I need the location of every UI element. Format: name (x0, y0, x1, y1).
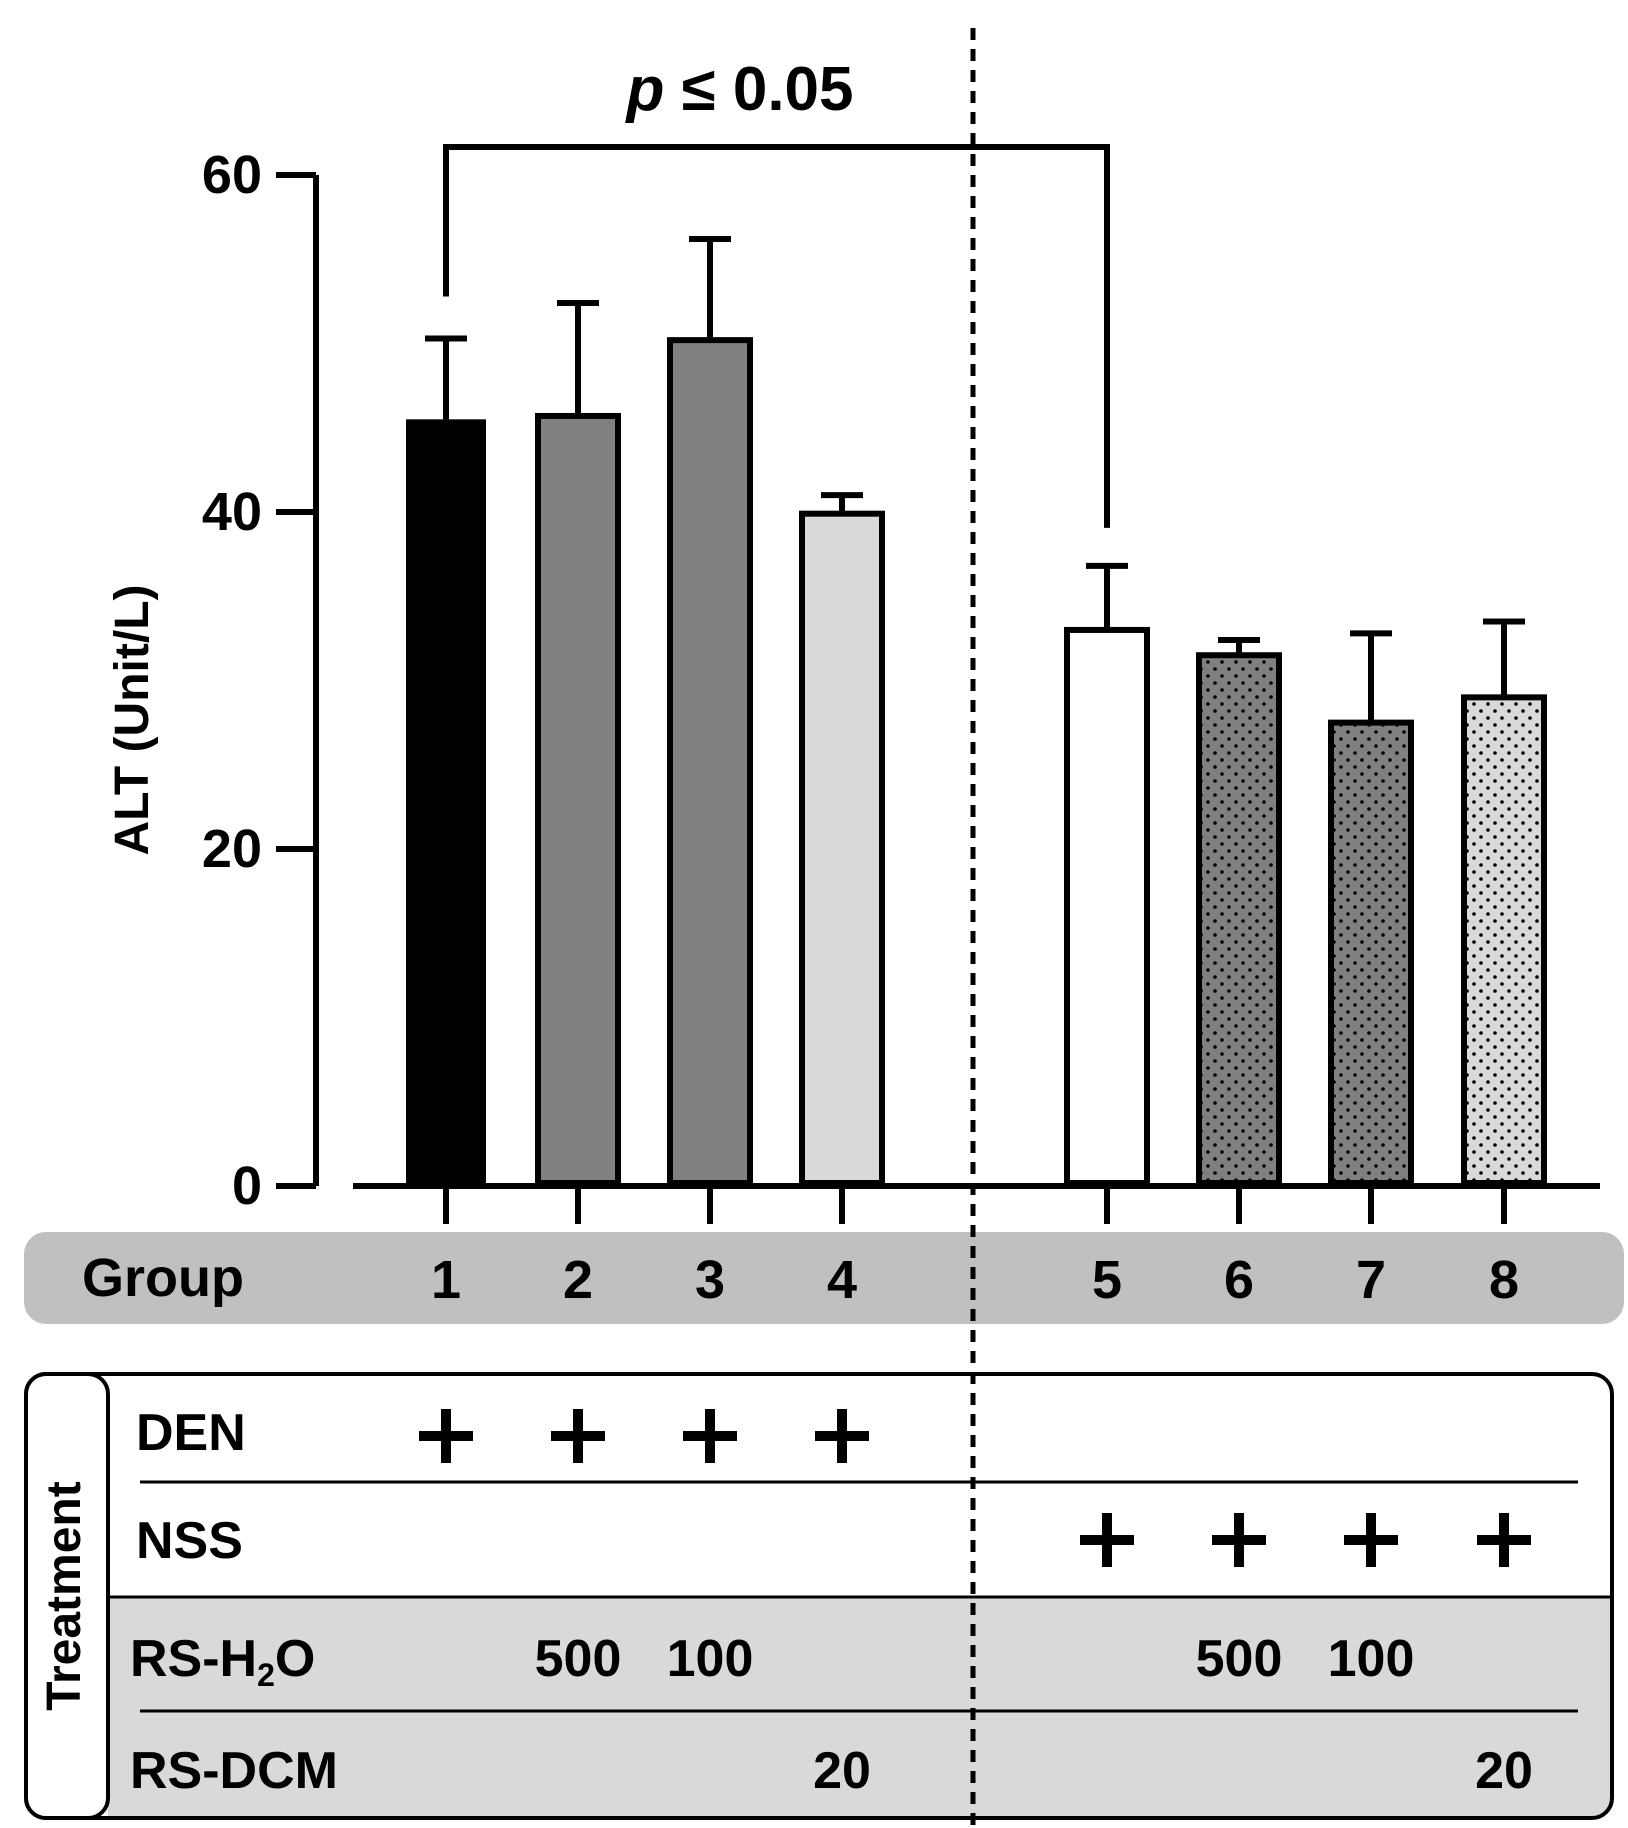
treatment-dose-2-6: 500 (1196, 1630, 1283, 1688)
treatment-plus-0-1 (419, 1409, 473, 1463)
y-tick-label: 0 (232, 1156, 262, 1216)
group-label-5: 5 (1092, 1250, 1122, 1310)
group-label-3: 3 (695, 1250, 725, 1310)
group-label-2: 2 (563, 1250, 593, 1310)
treatment-plus-0-3 (683, 1409, 737, 1463)
bar-group-1 (406, 419, 486, 1183)
treatment-dose-2-3: 100 (667, 1630, 754, 1688)
x-ticks (443, 1186, 1507, 1224)
rs-h2o-label-sub: 2 (257, 1657, 275, 1693)
bar-pattern-group-7 (1334, 725, 1408, 1180)
y-axis-label: ALT (Unit/L) (106, 584, 159, 855)
bar-pattern-group-6 (1202, 658, 1276, 1180)
bar-group-2 (535, 412, 621, 1186)
y-tick-label: 60 (202, 145, 262, 205)
y-tick-label: 40 (202, 482, 262, 542)
y-ticks: 0 20 40 60 (202, 145, 316, 1216)
error-bars (425, 236, 1525, 723)
significance-label: p ≤ 0.05 (624, 55, 853, 124)
treatment-row-label-den: DEN (136, 1404, 246, 1462)
group-label-6: 6 (1224, 1250, 1254, 1310)
treatment-row-label-rs-dcm: RS-DCM (130, 1742, 338, 1800)
treatment-row-label-nss: NSS (136, 1512, 243, 1570)
group-label-8: 8 (1489, 1250, 1519, 1310)
bars (406, 337, 1547, 1186)
group-labels: 1 2 3 4 5 6 7 8 (431, 1250, 1519, 1310)
treatment-title: Treatment (38, 1481, 91, 1710)
group-label-1: 1 (431, 1250, 461, 1310)
treatment-row-label-rs-h2o: RS-H2O (130, 1630, 315, 1693)
bar-group-3 (667, 337, 753, 1186)
significance-p: p (624, 55, 664, 124)
group-label-7: 7 (1356, 1250, 1386, 1310)
treatment-dose-2-7: 100 (1328, 1630, 1415, 1688)
rs-h2o-label-main: RS-H (130, 1630, 257, 1688)
bar-group-4 (799, 510, 885, 1186)
significance-bracket: p ≤ 0.05 (443, 55, 1110, 528)
treatment-dose-3-8: 20 (1475, 1742, 1533, 1800)
treatment-plus-1-7 (1344, 1513, 1398, 1567)
rs-h2o-label-tail: O (275, 1630, 315, 1688)
y-axis: 0 20 40 60 ALT (Unit/L) (106, 145, 319, 1216)
treatment-dose-2-2: 500 (535, 1630, 622, 1688)
significance-threshold: ≤ 0.05 (664, 55, 853, 124)
treatment-table: Treatment DEN NSS RS-H2O RS-DCM 500 100 50… (24, 1372, 1614, 1820)
group-label-4: 4 (827, 1250, 857, 1310)
group-row-band (24, 1232, 1624, 1324)
treatment-plus-0-4 (815, 1409, 869, 1463)
treatment-dose-3-4: 20 (813, 1742, 871, 1800)
treatment-lower-shading (108, 1597, 1612, 1818)
treatment-plus-1-6 (1212, 1513, 1266, 1567)
significance-bracket-line (443, 144, 1110, 528)
bar-group-5 (1064, 626, 1150, 1186)
treatment-plus-1-8 (1477, 1513, 1531, 1567)
treatment-plus-1-5 (1080, 1513, 1134, 1567)
treatment-plus-0-2 (551, 1409, 605, 1463)
treatment-cells: 500 100 500 100 20 20 (419, 1409, 1533, 1800)
group-row-label: Group (82, 1248, 244, 1308)
y-tick-label: 20 (202, 819, 262, 879)
bar-pattern-group-8 (1467, 700, 1541, 1180)
